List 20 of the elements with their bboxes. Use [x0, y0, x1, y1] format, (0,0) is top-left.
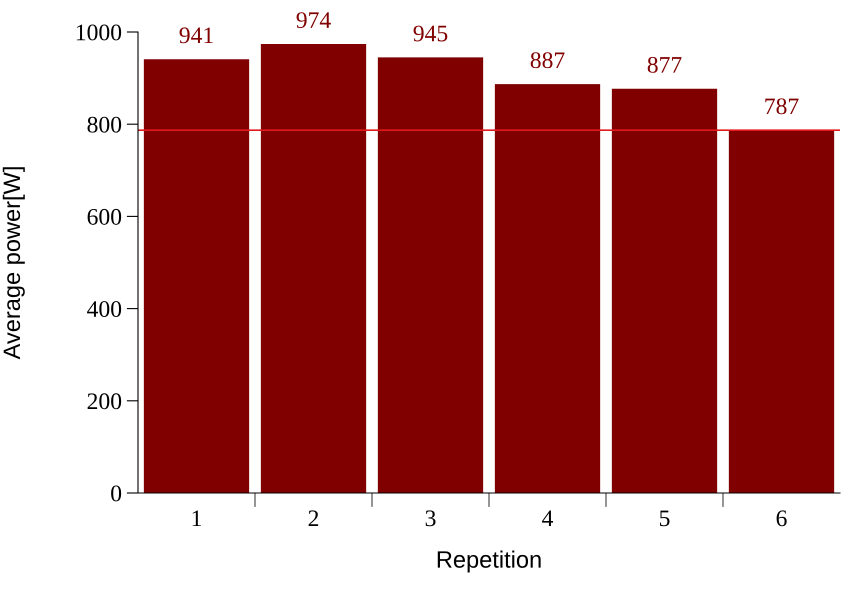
x-axis-title: Repetition — [438, 550, 541, 573]
x-tick-label: 1 — [192, 510, 201, 526]
y-tick-label: 0 — [111, 485, 122, 502]
data-label: 877 — [648, 56, 682, 73]
x-tick-label: 2 — [308, 510, 318, 526]
data-label: 887 — [530, 52, 565, 68]
x-tick-label: 6 — [776, 510, 787, 526]
data-label: 787 — [765, 98, 799, 114]
y-tick-label: 1000 — [76, 24, 122, 40]
data-label: 974 — [296, 12, 331, 28]
x-tick-label: 4 — [542, 510, 554, 526]
y-tick-label: 600 — [88, 208, 122, 225]
y-tick-label: 800 — [88, 116, 122, 133]
x-tick-label: 5 — [660, 510, 670, 526]
y-tick-label: 400 — [87, 301, 122, 318]
y-tick-label: 200 — [88, 393, 122, 410]
data-label: 945 — [414, 26, 448, 42]
data-label: 941 — [180, 27, 213, 44]
y-axis-title: Average power[W] — [2, 167, 25, 360]
x-tick-label: 3 — [426, 510, 436, 526]
